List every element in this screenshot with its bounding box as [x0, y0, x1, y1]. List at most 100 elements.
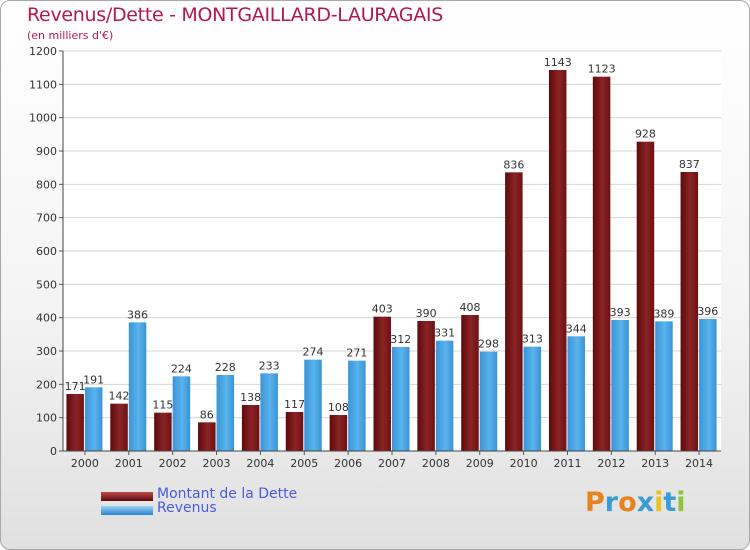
data-label-dette: 1123: [588, 63, 616, 76]
logo-letter: i: [654, 487, 664, 518]
data-label-revenus: 233: [259, 359, 280, 372]
bar-dette: [461, 315, 479, 451]
data-label-revenus: 331: [434, 327, 455, 340]
x-tick-label: 2008: [422, 457, 450, 470]
bar-dette: [110, 403, 128, 451]
y-tick-label: 400: [36, 312, 57, 325]
logo-letter: x: [636, 487, 655, 518]
bar-dette: [373, 316, 391, 451]
logo-letter: t: [663, 487, 677, 518]
bar-revenus: [479, 351, 498, 451]
bar-dette: [680, 172, 699, 451]
bar-revenus: [699, 319, 717, 451]
legend-swatch-revenus: [101, 506, 153, 515]
x-tick-label: 2001: [115, 457, 143, 470]
bar-dette: [592, 76, 611, 452]
bar-revenus: [128, 322, 147, 451]
data-label-dette: 403: [372, 303, 393, 316]
proxiti-logo: Proxiti: [585, 487, 686, 518]
bar-dette: [241, 405, 260, 451]
data-label-dette: 390: [416, 307, 437, 320]
data-label-revenus: 271: [346, 347, 367, 360]
bar-dette: [505, 172, 523, 452]
data-label-revenus: 228: [215, 361, 236, 374]
x-tick-label: 2014: [685, 457, 713, 470]
legend-label-dette: Montant de la Dette: [157, 486, 298, 502]
y-tick-label: 800: [36, 178, 57, 191]
bar-revenus: [172, 376, 191, 451]
data-label-dette: 138: [240, 391, 261, 404]
y-tick-label: 1100: [29, 78, 57, 91]
chart-subtitle: (en milliers d'€): [27, 29, 114, 42]
y-tick-label: 1200: [29, 45, 57, 58]
bar-revenus: [304, 359, 322, 451]
x-tick-label: 2012: [597, 457, 625, 470]
legend-label-revenus: Revenus: [157, 500, 217, 516]
bar-dette: [154, 412, 172, 451]
bar-dette: [417, 321, 435, 451]
y-tick-label: 0: [50, 445, 57, 458]
bar-dette: [636, 141, 655, 451]
bar-dette: [285, 412, 304, 451]
bar-revenus: [523, 346, 542, 451]
x-tick-label: 2005: [290, 457, 318, 470]
data-label-dette: 171: [65, 380, 86, 393]
bar-dette: [198, 422, 216, 451]
data-label-revenus: 191: [83, 373, 104, 386]
x-tick-label: 2002: [159, 457, 187, 470]
data-label-revenus: 298: [478, 338, 499, 351]
x-tick-label: 2007: [378, 457, 406, 470]
y-tick-label: 500: [36, 278, 57, 291]
data-label-revenus: 396: [697, 305, 718, 318]
data-label-revenus: 274: [303, 346, 324, 359]
chart-title: Revenus/Dette - MONTGAILLARD-LAURAGAIS: [27, 4, 443, 26]
y-tick-label: 700: [36, 212, 57, 225]
x-tick-label: 2013: [641, 457, 669, 470]
bar-revenus: [611, 320, 629, 451]
bar-revenus: [655, 321, 673, 451]
data-label-dette: 108: [328, 401, 349, 414]
bar-revenus: [216, 375, 235, 451]
data-label-revenus: 224: [171, 362, 192, 375]
y-tick-label: 200: [36, 378, 57, 391]
bar-revenus: [392, 347, 410, 451]
x-tick-label: 2006: [334, 457, 362, 470]
data-label-dette: 837: [679, 158, 700, 171]
data-label-dette: 1143: [544, 56, 572, 69]
x-tick-label: 2000: [71, 457, 99, 470]
data-label-revenus: 313: [522, 333, 543, 346]
y-tick-label: 600: [36, 245, 57, 258]
x-tick-label: 2003: [203, 457, 231, 470]
data-label-revenus: 312: [390, 333, 411, 346]
bar-dette: [329, 415, 348, 451]
y-tick-label: 300: [36, 345, 57, 358]
data-label-revenus: 389: [653, 307, 674, 320]
y-tick-label: 900: [36, 145, 57, 158]
bar-dette: [548, 70, 567, 451]
data-label-dette: 117: [284, 398, 305, 411]
y-tick-label: 1000: [29, 112, 57, 125]
logo-letter: i: [676, 487, 686, 518]
bar-revenus: [567, 336, 585, 451]
logo-letter: P: [585, 487, 605, 518]
data-label-dette: 836: [503, 158, 524, 171]
y-tick-label: 100: [36, 412, 57, 425]
x-tick-label: 2010: [510, 457, 538, 470]
data-label-dette: 115: [152, 399, 173, 412]
data-label-dette: 928: [635, 128, 656, 141]
data-label-revenus: 344: [566, 322, 587, 335]
x-tick-label: 2009: [466, 457, 494, 470]
logo-letter: r: [604, 487, 619, 518]
bar-revenus: [84, 387, 103, 451]
data-label-dette: 142: [109, 390, 130, 403]
legend-swatch-dette: [101, 492, 153, 501]
bar-revenus: [348, 360, 366, 451]
data-label-dette: 86: [200, 408, 214, 421]
bar-dette: [66, 394, 84, 451]
bar-revenus: [260, 373, 278, 451]
data-label-revenus: 393: [610, 306, 631, 319]
x-tick-label: 2011: [553, 457, 581, 470]
x-tick-label: 2004: [246, 457, 274, 470]
